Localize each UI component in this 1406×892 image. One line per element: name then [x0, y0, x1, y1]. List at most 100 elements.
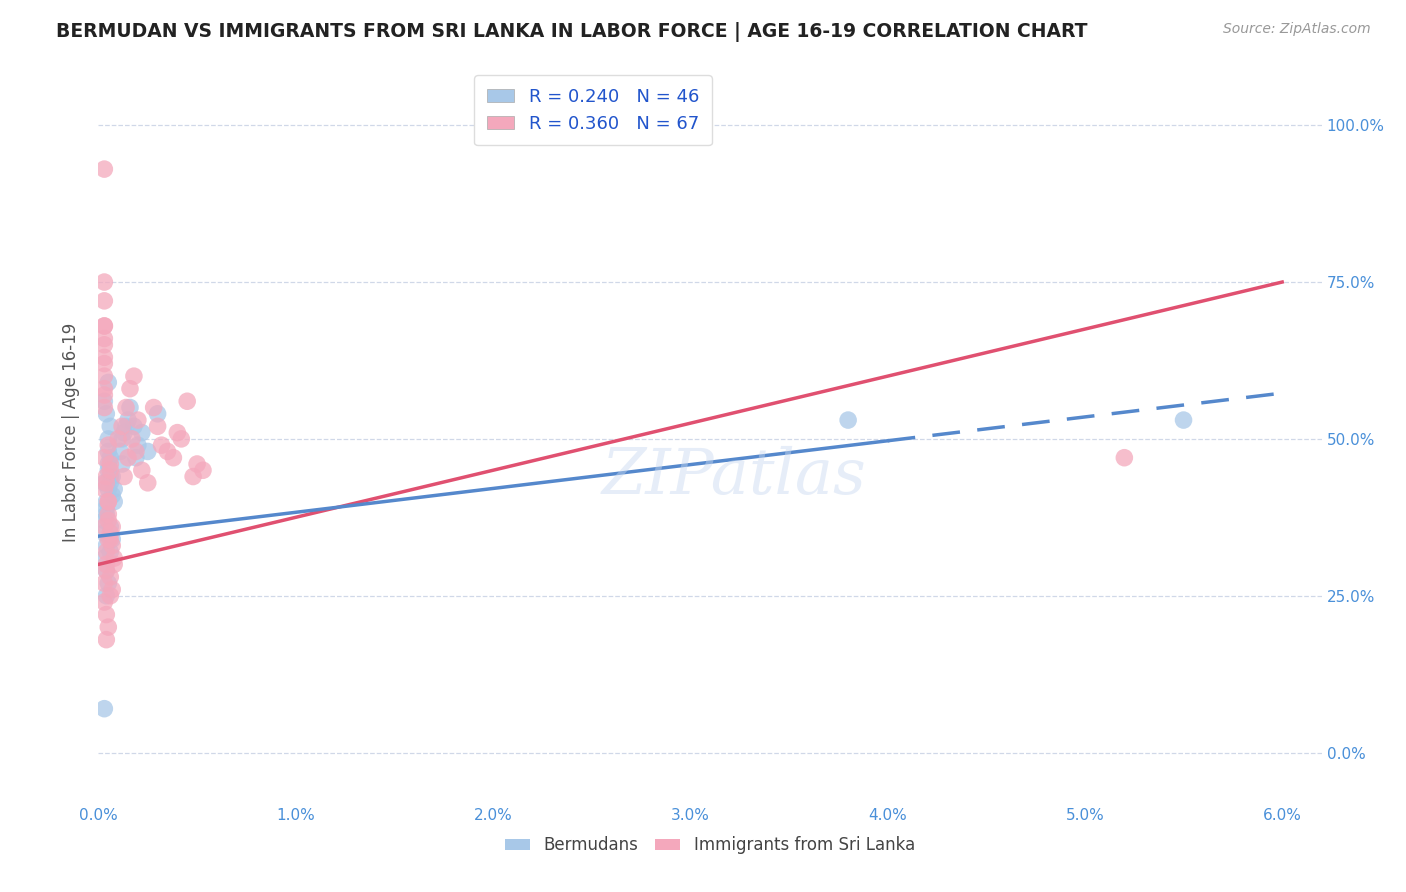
Point — [98, 469, 121, 483]
Point — [98, 533, 121, 547]
Point — [93, 369, 115, 384]
Point — [118, 382, 141, 396]
Point — [837, 413, 859, 427]
Point — [93, 357, 115, 371]
Point — [181, 469, 204, 483]
Point — [93, 450, 115, 465]
Point — [166, 425, 188, 440]
Point — [96, 564, 118, 578]
Point — [150, 438, 173, 452]
Point — [111, 457, 134, 471]
Point — [101, 469, 124, 483]
Point — [93, 701, 115, 715]
Point — [125, 444, 148, 458]
Point — [127, 438, 149, 452]
Point — [1114, 450, 1136, 465]
Point — [98, 463, 121, 477]
Point — [136, 475, 159, 490]
Point — [97, 463, 120, 477]
Point — [146, 407, 169, 421]
Text: Source: ZipAtlas.com: Source: ZipAtlas.com — [1223, 22, 1371, 37]
Point — [93, 576, 115, 591]
Point — [97, 494, 120, 508]
Point — [103, 494, 125, 508]
Point — [115, 401, 138, 415]
Point — [93, 318, 115, 333]
Point — [93, 293, 115, 308]
Point — [122, 419, 145, 434]
Point — [117, 450, 139, 465]
Point — [103, 482, 125, 496]
Point — [98, 520, 121, 534]
Point — [96, 500, 118, 515]
Point — [96, 539, 118, 553]
Point — [93, 331, 115, 345]
Point — [93, 351, 115, 365]
Point — [93, 275, 115, 289]
Point — [93, 338, 115, 352]
Point — [97, 513, 120, 527]
Point — [93, 526, 115, 541]
Point — [97, 432, 120, 446]
Point — [98, 450, 121, 465]
Point — [103, 551, 125, 566]
Point — [93, 318, 115, 333]
Point — [97, 494, 120, 508]
Point — [96, 558, 118, 572]
Point — [1173, 413, 1195, 427]
Point — [117, 413, 139, 427]
Point — [93, 401, 115, 415]
Point — [93, 394, 115, 409]
Point — [97, 576, 120, 591]
Point — [97, 482, 120, 496]
Point — [98, 526, 121, 541]
Point — [98, 545, 121, 559]
Point — [98, 419, 121, 434]
Point — [176, 394, 198, 409]
Point — [121, 432, 143, 446]
Legend: Bermudans, Immigrants from Sri Lanka: Bermudans, Immigrants from Sri Lanka — [499, 830, 921, 861]
Point — [96, 407, 118, 421]
Point — [97, 376, 120, 390]
Point — [96, 475, 118, 490]
Point — [131, 425, 153, 440]
Point — [127, 413, 149, 427]
Point — [101, 488, 124, 502]
Y-axis label: In Labor Force | Age 16-19: In Labor Force | Age 16-19 — [62, 323, 80, 542]
Point — [125, 450, 148, 465]
Point — [93, 520, 115, 534]
Point — [101, 539, 124, 553]
Point — [142, 401, 165, 415]
Point — [162, 450, 184, 465]
Point — [111, 432, 134, 446]
Point — [115, 419, 138, 434]
Point — [97, 438, 120, 452]
Point — [191, 463, 214, 477]
Point — [93, 551, 115, 566]
Point — [96, 589, 118, 603]
Point — [97, 620, 120, 634]
Point — [111, 419, 134, 434]
Point — [101, 520, 124, 534]
Point — [96, 564, 118, 578]
Text: ZIPatlas: ZIPatlas — [602, 446, 868, 508]
Point — [96, 494, 118, 508]
Point — [97, 457, 120, 471]
Point — [93, 482, 115, 496]
Point — [96, 607, 118, 622]
Point — [118, 401, 141, 415]
Point — [93, 475, 115, 490]
Point — [98, 570, 121, 584]
Point — [101, 533, 124, 547]
Point — [93, 595, 115, 609]
Point — [131, 463, 153, 477]
Point — [97, 444, 120, 458]
Point — [98, 457, 121, 471]
Point — [97, 507, 120, 521]
Point — [93, 162, 115, 177]
Point — [93, 388, 115, 402]
Point — [96, 469, 118, 483]
Point — [103, 558, 125, 572]
Point — [98, 589, 121, 603]
Point — [122, 369, 145, 384]
